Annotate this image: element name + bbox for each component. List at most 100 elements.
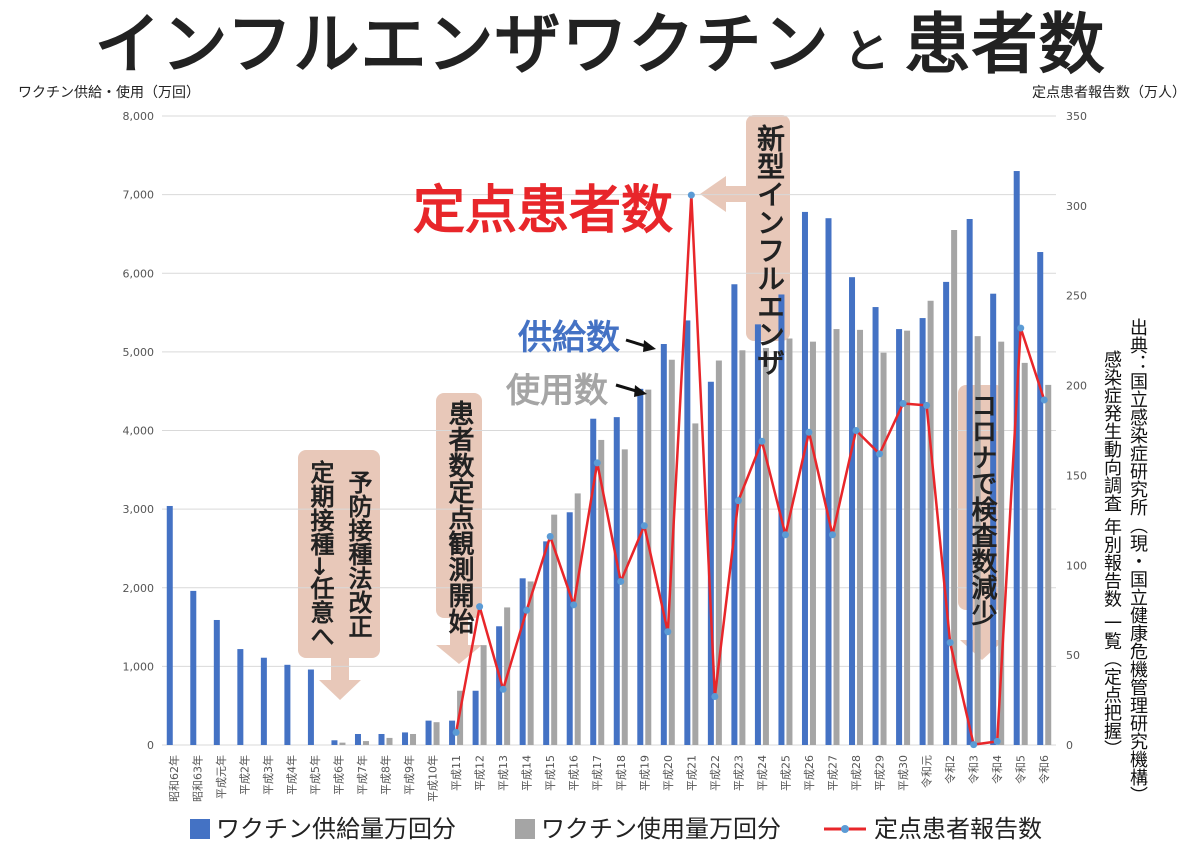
point-patients — [781, 531, 789, 539]
bar-supply — [707, 381, 714, 745]
title-part2: 患者数 — [904, 6, 1106, 83]
y-left-tick-label: 7,000 — [123, 189, 155, 202]
x-tick-label: 平成28 — [850, 755, 863, 791]
bar-usage — [551, 514, 558, 745]
bar-supply — [402, 732, 409, 745]
y-right-tick-label: 350 — [1066, 110, 1087, 123]
x-tick-label: 平成14 — [521, 755, 534, 791]
point-patients — [876, 450, 884, 458]
bar-supply — [825, 218, 832, 745]
point-patients — [570, 601, 578, 609]
x-tick-label: 平成10年 — [426, 755, 440, 802]
legend-item-patients: 定点患者報告数 — [822, 812, 1042, 846]
bar-supply — [590, 418, 597, 745]
bar-supply — [496, 626, 503, 745]
point-patients — [711, 692, 719, 700]
bar-supply — [190, 590, 197, 745]
bar-supply — [943, 281, 950, 745]
bar-usage — [527, 581, 534, 745]
callout-shiyo: 使用数 — [506, 371, 608, 411]
x-tick-label: 令和4 — [990, 755, 1004, 784]
y-left-tick-label: 3,000 — [123, 503, 155, 516]
y-right-tick-label: 0 — [1066, 739, 1073, 752]
bar-usage — [457, 690, 464, 745]
bar-supply — [166, 505, 173, 745]
bar-supply — [990, 293, 997, 745]
chart-title: インフルエンザワクチンと患者数 — [0, 0, 1200, 96]
callout-teiten: 定点患者数 — [413, 181, 674, 241]
bar-supply — [519, 578, 526, 745]
point-patients — [946, 639, 954, 647]
bar-usage — [786, 338, 793, 745]
point-patients — [993, 737, 1001, 745]
callout-box-shingata — [746, 115, 790, 341]
y-left-tick-label: 0 — [147, 739, 154, 752]
bar-supply — [307, 669, 314, 745]
bar-supply — [378, 733, 385, 745]
bar-supply — [849, 277, 856, 745]
bar-supply — [660, 344, 667, 745]
bar-supply — [1037, 252, 1044, 746]
point-patients — [523, 606, 531, 614]
x-tick-label: 平成20 — [662, 755, 675, 791]
bar-usage — [927, 300, 934, 745]
legend-swatch-patients — [824, 825, 866, 833]
bar-usage — [645, 389, 652, 745]
left-axis-label: ワクチン供給・使用（万回） — [18, 85, 200, 101]
point-patients — [664, 628, 672, 636]
bar-supply — [449, 720, 456, 745]
x-tick-label: 平成3年 — [261, 755, 275, 795]
bar-usage — [692, 423, 699, 745]
x-tick-label: 平成30 — [897, 755, 910, 791]
bar-supply — [684, 320, 691, 745]
legend-item-supply: ワクチン供給量万回分 — [190, 812, 456, 846]
bar-usage — [621, 449, 628, 745]
x-tick-label: 平成18 — [615, 755, 628, 791]
bar-usage — [410, 733, 417, 745]
callout-kyokyu: 供給数 — [518, 318, 620, 358]
bar-usage — [809, 341, 816, 745]
bar-supply — [801, 211, 808, 746]
x-tick-label: 平成27 — [827, 755, 840, 791]
legend-label-patients: 定点患者報告数 — [874, 815, 1042, 843]
callout-shingata: 新型インフルエンザ — [753, 124, 786, 376]
y-left-tick-label: 5,000 — [123, 346, 155, 359]
callout-yobou-line2: 定期接種→任意へ — [306, 460, 334, 649]
point-patients — [452, 728, 460, 736]
bar-supply — [919, 318, 926, 745]
source-line2: 感染症発生動向調査 年別報告数 一覧（定点把握） — [1101, 350, 1122, 758]
x-tick-label: 平成29 — [874, 755, 887, 791]
callout-box-kansoku — [436, 393, 482, 618]
bar-usage — [762, 347, 769, 745]
legend-swatch-usage — [515, 819, 535, 839]
x-tick-label: 令和2 — [943, 755, 957, 784]
bar-supply — [754, 324, 761, 745]
x-tick-label: 平成15 — [544, 755, 557, 791]
x-tick-label: 平成7年 — [355, 755, 369, 795]
x-tick-label: 平成23 — [732, 755, 745, 791]
point-patients — [687, 191, 695, 199]
bar-supply — [966, 218, 973, 745]
y-left-tick-label: 6,000 — [123, 267, 155, 280]
point-patients — [1017, 324, 1025, 332]
bar-supply — [213, 619, 220, 745]
y-right-tick-label: 150 — [1066, 469, 1087, 482]
bar-usage — [904, 330, 911, 745]
point-patients — [593, 459, 601, 467]
bar-usage — [739, 350, 746, 745]
y-left-tick-label: 1,000 — [123, 660, 155, 673]
x-tick-label: 平成19 — [638, 755, 651, 791]
x-tick-label: 平成4年 — [284, 755, 298, 795]
bar-supply — [331, 740, 338, 745]
source-line1: 出典：国立感染症研究所（現・国立健康危機管理研究機構） — [1127, 318, 1148, 804]
bar-supply — [872, 307, 879, 745]
legend-swatch-supply — [190, 819, 210, 839]
x-tick-label: 令和元 — [920, 755, 934, 788]
x-tick-label: 平成16 — [568, 755, 581, 791]
bar-usage — [1021, 362, 1028, 745]
bar-usage — [339, 742, 346, 745]
x-tick-label: 平成22 — [709, 755, 722, 791]
point-patients — [970, 741, 978, 749]
point-patients — [899, 400, 907, 408]
x-tick-label: 令和6 — [1037, 755, 1051, 784]
